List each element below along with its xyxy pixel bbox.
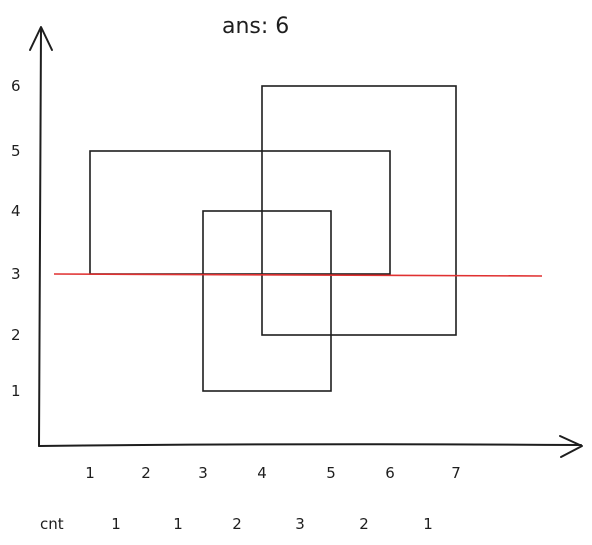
x-tick-label: 2 bbox=[141, 464, 151, 482]
cnt-value: 3 bbox=[295, 515, 305, 533]
cnt-value: 1 bbox=[423, 515, 433, 533]
x-tick-label: 6 bbox=[385, 464, 395, 482]
rect-c bbox=[261, 85, 457, 336]
x-tick-label: 4 bbox=[257, 464, 267, 482]
y-axis bbox=[29, 26, 53, 447]
cnt-value: 2 bbox=[232, 515, 242, 533]
cnt-label: cnt bbox=[40, 515, 64, 533]
y-tick-label: 3 bbox=[11, 265, 21, 283]
y-tick-label: 4 bbox=[11, 202, 21, 220]
y-tick-label: 6 bbox=[11, 77, 21, 95]
cnt-value: 1 bbox=[111, 515, 121, 533]
y-tick-label: 2 bbox=[11, 326, 21, 344]
y-tick-label: 1 bbox=[11, 382, 21, 400]
rectangles bbox=[89, 85, 457, 392]
x-tick-label: 5 bbox=[326, 464, 336, 482]
cnt-value: 1 bbox=[173, 515, 183, 533]
scan-line bbox=[53, 273, 543, 277]
cnt-value: 2 bbox=[359, 515, 369, 533]
y-tick-label: 5 bbox=[11, 142, 21, 160]
x-tick-labels: 1 2 3 4 5 6 7 bbox=[85, 464, 461, 482]
y-tick-labels: 1 2 3 4 5 6 bbox=[11, 77, 21, 400]
x-tick-label: 7 bbox=[451, 464, 461, 482]
x-tick-label: 3 bbox=[198, 464, 208, 482]
rect-a bbox=[89, 150, 391, 275]
x-axis bbox=[38, 435, 583, 458]
cnt-values: 1 1 2 3 2 1 bbox=[111, 515, 433, 533]
diagram-title: ans: 6 bbox=[222, 14, 289, 39]
scan-line-layer bbox=[53, 273, 543, 277]
rect-b bbox=[202, 210, 332, 392]
x-tick-label: 1 bbox=[85, 464, 95, 482]
